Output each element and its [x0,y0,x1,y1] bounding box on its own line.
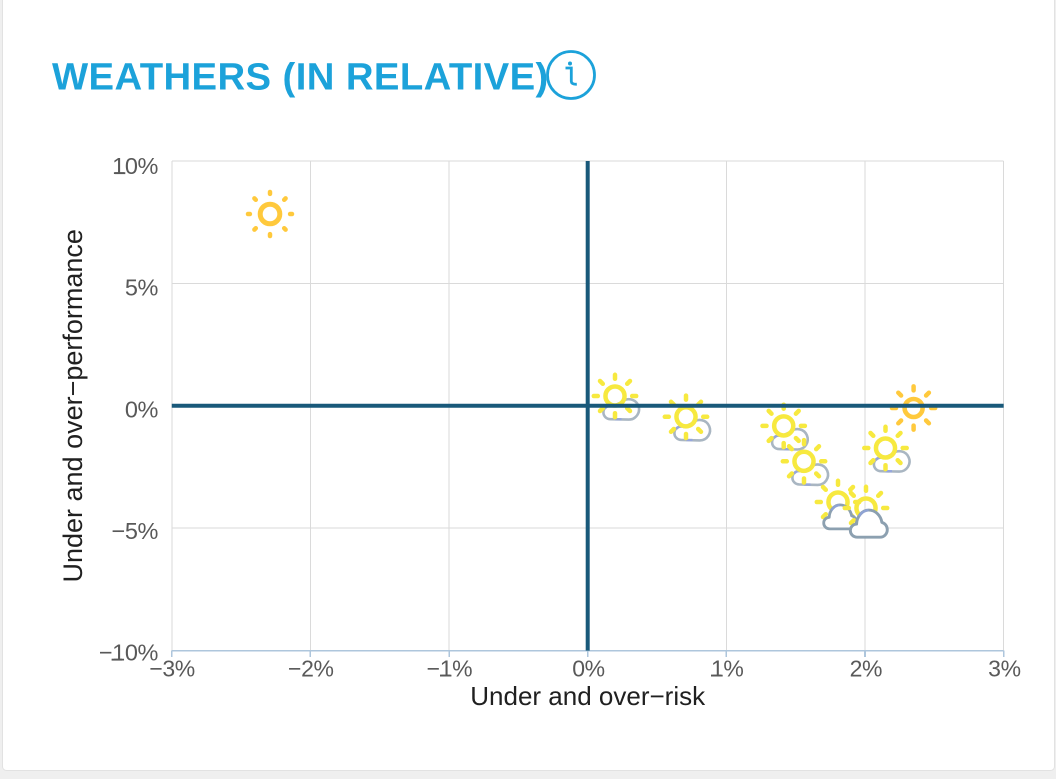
svg-text:2%: 2% [850,656,882,682]
svg-text:1%: 1% [711,656,743,682]
svg-text:−3%: −3% [149,656,194,682]
svg-text:−1%: −1% [427,656,472,682]
svg-text:5%: 5% [125,275,159,301]
svg-text:0%: 0% [572,656,604,682]
svg-text:−5%: −5% [112,518,159,544]
svg-text:3%: 3% [988,656,1020,682]
svg-text:−10%: −10% [99,640,159,666]
svg-text:10%: 10% [112,153,158,179]
svg-text:Under and over−risk: Under and over−risk [470,681,706,711]
svg-text:WEATHERS (IN RELATIVE): WEATHERS (IN RELATIVE) [52,55,549,98]
svg-text:−2%: −2% [288,656,333,682]
svg-text:Under and over−performance: Under and over−performance [58,229,88,582]
svg-text:0%: 0% [125,396,159,422]
